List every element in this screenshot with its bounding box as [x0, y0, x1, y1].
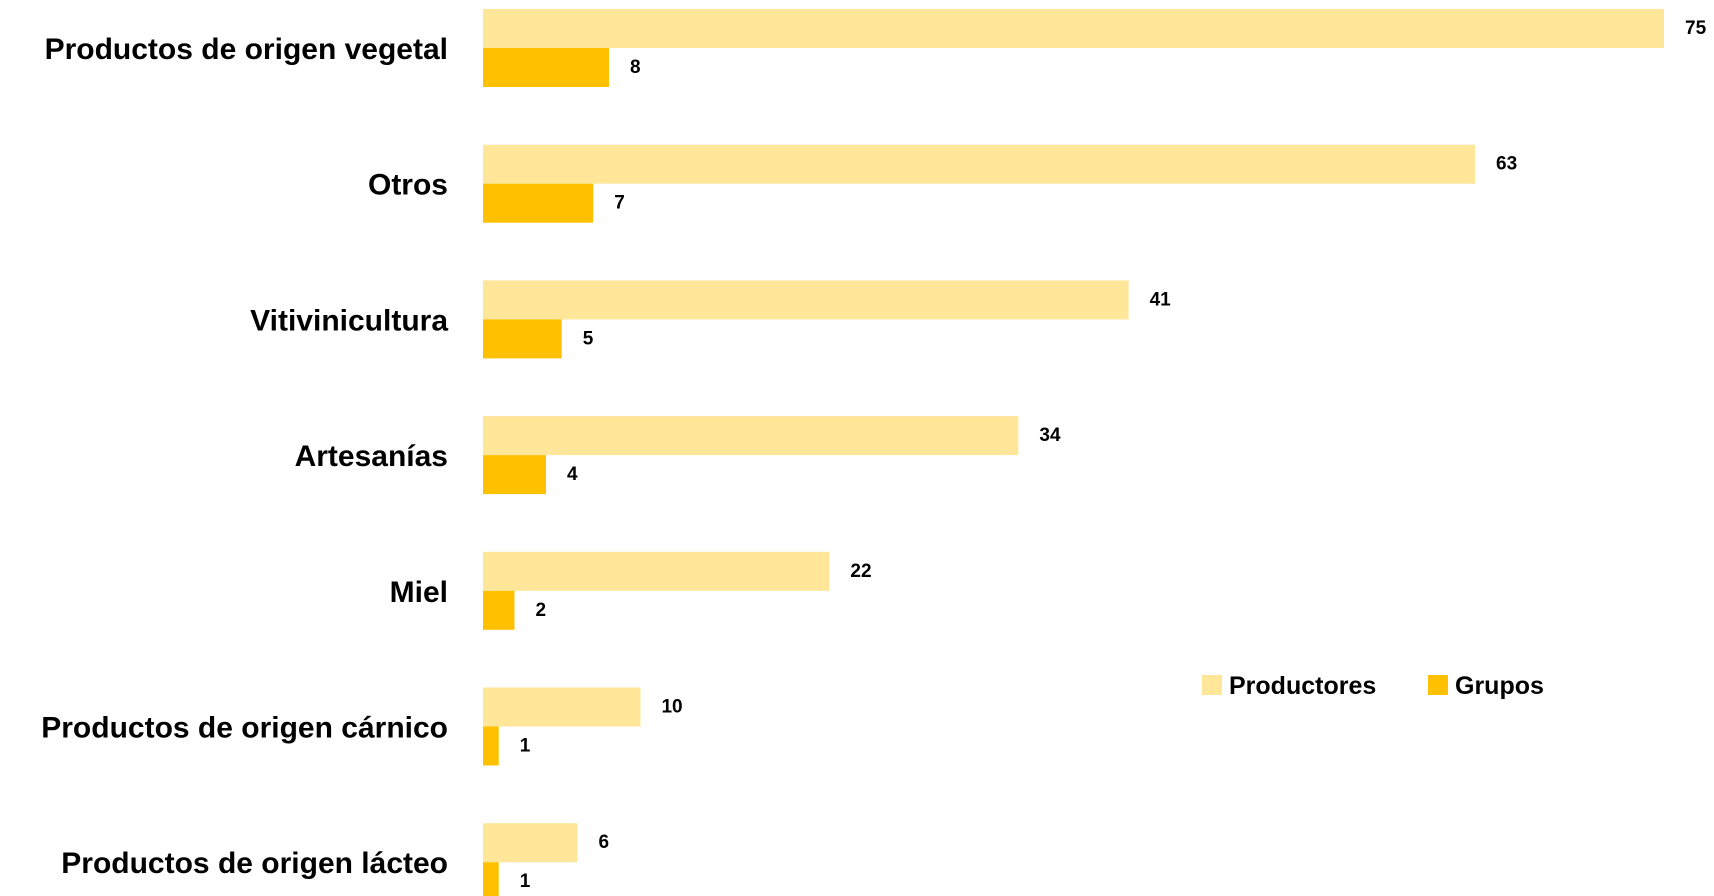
category-label-productos-de-origen-vegetal: Productos de origen vegetal	[45, 33, 448, 66]
bar-productores-productos-de-origen-carnico	[483, 687, 641, 727]
category-label-otros: Otros	[368, 169, 448, 202]
bar-productores-artesanias	[483, 416, 1019, 456]
data-label-productores-otros: 63	[1496, 154, 1517, 175]
bar-grupos-artesanias	[483, 455, 546, 495]
legend-label-grupos: Grupos	[1455, 672, 1544, 700]
category-label-productos-de-origen-lacteo: Productos de origen lácteo	[61, 847, 448, 880]
bar-grupos-miel	[483, 590, 515, 630]
category-label-productos-de-origen-carnico: Productos de origen cárnico	[41, 712, 448, 745]
bars-layer	[483, 9, 1664, 896]
legend-swatch-productores	[1202, 675, 1222, 695]
legend-label-productores: Productores	[1229, 672, 1376, 700]
data-label-grupos-productos-de-origen-lacteo: 1	[520, 871, 531, 892]
bar-grupos-otros	[483, 183, 594, 223]
data-label-grupos-vitivinicultura: 5	[583, 328, 594, 349]
legend: Productores Grupos	[1202, 672, 1544, 700]
data-label-productores-productos-de-origen-vegetal: 75	[1685, 18, 1707, 39]
data-label-productores-vitivinicultura: 41	[1150, 289, 1172, 310]
data-label-productores-productos-de-origen-lacteo: 6	[598, 832, 609, 853]
bar-productores-productos-de-origen-vegetal	[483, 9, 1664, 48]
data-label-grupos-artesanias: 4	[567, 464, 578, 485]
data-label-grupos-productos-de-origen-vegetal: 8	[630, 57, 641, 78]
bar-productores-vitivinicultura	[483, 280, 1129, 320]
data-label-grupos-otros: 7	[614, 193, 625, 214]
data-label-productores-productos-de-origen-carnico: 10	[661, 697, 682, 718]
category-labels: Productos de origen vegetal Otros Vitivini…	[41, 33, 448, 880]
bar-productores-miel	[483, 551, 830, 591]
category-label-vitivinicultura: Vitivinicultura	[250, 304, 448, 337]
bar-productores-otros	[483, 144, 1476, 184]
data-label-productores-miel: 22	[850, 561, 871, 582]
bar-grupos-productos-de-origen-lacteo	[483, 862, 499, 896]
category-label-artesanias: Artesanías	[295, 440, 448, 473]
data-label-productores-artesanias: 34	[1039, 425, 1061, 446]
legend-swatch-grupos	[1428, 675, 1448, 695]
data-label-grupos-miel: 2	[535, 600, 546, 621]
category-label-miel: Miel	[390, 576, 448, 609]
bar-productores-productos-de-origen-lacteo	[483, 823, 578, 863]
bar-grupos-vitivinicultura	[483, 319, 562, 359]
bar-grupos-productos-de-origen-vegetal	[483, 48, 609, 87]
bar-grupos-productos-de-origen-carnico	[483, 726, 499, 766]
data-label-grupos-productos-de-origen-carnico: 1	[520, 736, 531, 757]
